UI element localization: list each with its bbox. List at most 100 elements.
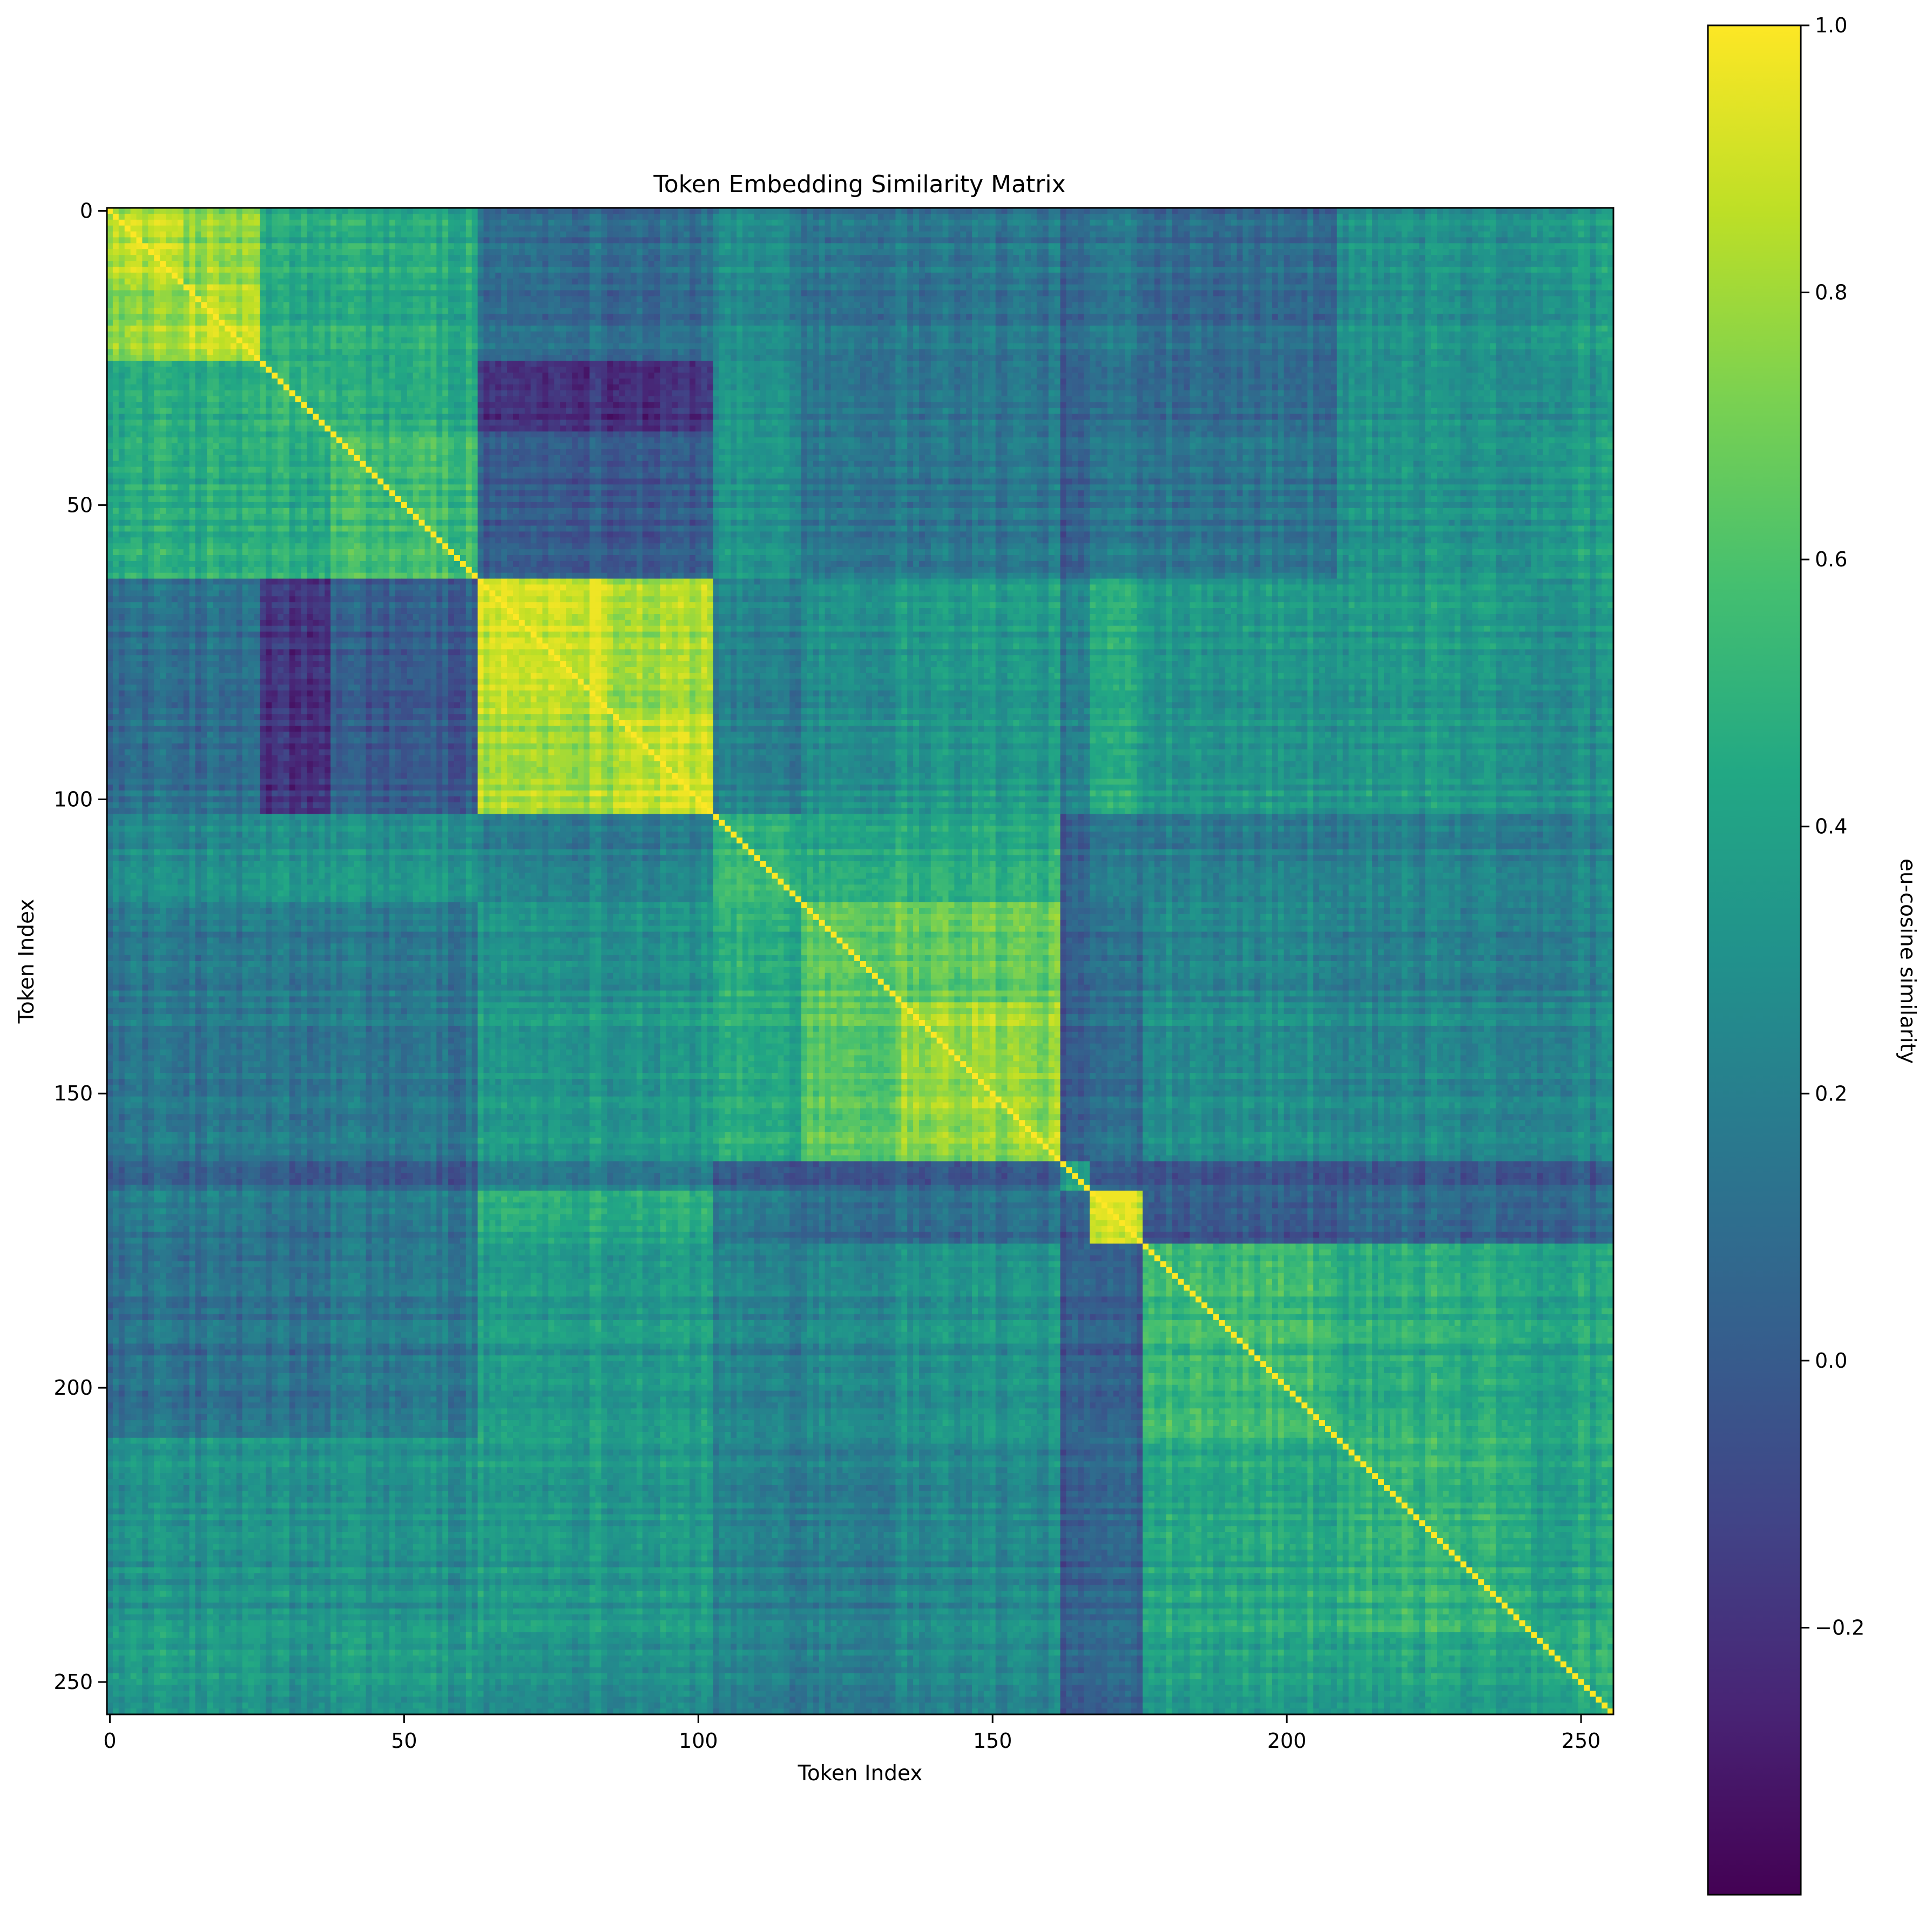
heatmap-cell (207, 208, 213, 214)
heatmap-cell (1096, 208, 1102, 214)
heatmap-cell (660, 220, 666, 226)
heatmap-cell (1354, 220, 1361, 226)
heatmap-cell (1425, 208, 1431, 214)
heatmap-cell (278, 220, 284, 226)
heatmap-cell (1537, 208, 1543, 214)
heatmap-cell (960, 208, 967, 214)
heatmap-cell (1437, 208, 1443, 214)
heatmap-cell (1254, 208, 1261, 214)
heatmap-cell (436, 226, 443, 232)
heatmap-cell (413, 220, 420, 226)
heatmap-cell (1190, 214, 1196, 220)
heatmap-cell (596, 226, 602, 232)
heatmap-cell (307, 214, 314, 220)
heatmap-cell (1207, 208, 1214, 214)
heatmap-cell (972, 214, 978, 220)
heatmap-cell (225, 208, 231, 214)
heatmap-cell (813, 214, 820, 220)
heatmap-cell (148, 208, 154, 214)
heatmap-cell (1007, 220, 1014, 226)
heatmap-cell (1160, 214, 1167, 220)
heatmap-cell (419, 214, 425, 220)
heatmap-cell (901, 208, 908, 214)
heatmap-cell (737, 214, 743, 220)
heatmap-cell (996, 220, 1002, 226)
heatmap-cell (1172, 208, 1179, 214)
heatmap-cell (1461, 208, 1467, 214)
heatmap-cell (719, 214, 725, 220)
heatmap-cell (1266, 208, 1273, 214)
heatmap-cell (507, 226, 514, 232)
heatmap-cell (1596, 214, 1602, 220)
heatmap-cell (1231, 214, 1238, 220)
heatmap-cell (272, 226, 278, 232)
heatmap-cell (625, 220, 631, 226)
heatmap-cell (684, 214, 690, 220)
heatmap-cell (1402, 208, 1408, 214)
heatmap-cell (1484, 214, 1490, 220)
heatmap-cell (190, 214, 196, 220)
heatmap-cell (1325, 214, 1332, 220)
heatmap-cell (1049, 208, 1055, 214)
heatmap-cell (801, 208, 808, 214)
heatmap-cell (1566, 214, 1573, 220)
heatmap-cell (895, 220, 902, 226)
heatmap-cell (825, 208, 832, 214)
heatmap-cell (713, 208, 720, 214)
heatmap-cell (413, 214, 420, 220)
heatmap-cell (684, 220, 690, 226)
heatmap-cell (742, 220, 749, 226)
heatmap-cell (707, 214, 714, 220)
heatmap-cell (713, 214, 720, 220)
heatmap-cell (907, 208, 914, 214)
heatmap-cell (136, 220, 142, 226)
heatmap-cell (678, 208, 684, 214)
heatmap-cell (1060, 220, 1067, 226)
heatmap-cell (460, 208, 467, 214)
heatmap-cell (330, 226, 337, 232)
heatmap-cell (1531, 208, 1537, 214)
heatmap-cell (872, 214, 879, 220)
heatmap-cell (978, 214, 984, 220)
heatmap-cell (1278, 220, 1285, 226)
heatmap-cell (972, 208, 978, 214)
heatmap-cell (872, 220, 879, 226)
heatmap-cell (937, 214, 943, 220)
heatmap-cell (1207, 220, 1214, 226)
heatmap-cell (1402, 220, 1408, 226)
heatmap-cell (884, 214, 890, 220)
heatmap-cell (654, 214, 661, 220)
heatmap-cell (707, 208, 714, 214)
heatmap-cell (860, 208, 867, 214)
heatmap-cell (831, 208, 837, 214)
heatmap-cell (889, 208, 896, 214)
heatmap-cell (1225, 208, 1232, 214)
heatmap-cell (195, 220, 201, 226)
heatmap-cell (148, 214, 154, 220)
heatmap-cell (1072, 208, 1078, 214)
heatmap-cell (354, 208, 361, 214)
heatmap-cell (801, 220, 808, 226)
heatmap-cell (489, 220, 496, 226)
heatmap-cell (913, 214, 920, 220)
heatmap-cell (1266, 220, 1273, 226)
heatmap-cell (436, 214, 443, 220)
heatmap-cell (1484, 220, 1490, 226)
heatmap-cell (478, 220, 484, 226)
heatmap-cell (484, 220, 490, 226)
heatmap-cell (1043, 220, 1049, 226)
heatmap-cell (1107, 208, 1114, 214)
heatmap-cell (1372, 220, 1379, 226)
heatmap-cell (1195, 214, 1202, 220)
heatmap-cell (1584, 208, 1591, 214)
heatmap-cell (1037, 208, 1043, 214)
heatmap-cell (1031, 220, 1037, 226)
heatmap-cell (925, 208, 931, 214)
heatmap-cell (848, 214, 855, 220)
heatmap-cell (254, 220, 260, 226)
heatmap-cell (554, 226, 560, 232)
heatmap-cell (289, 226, 296, 232)
heatmap-cell (225, 214, 231, 220)
heatmap-cell (348, 214, 355, 220)
heatmap-cell (919, 214, 926, 220)
